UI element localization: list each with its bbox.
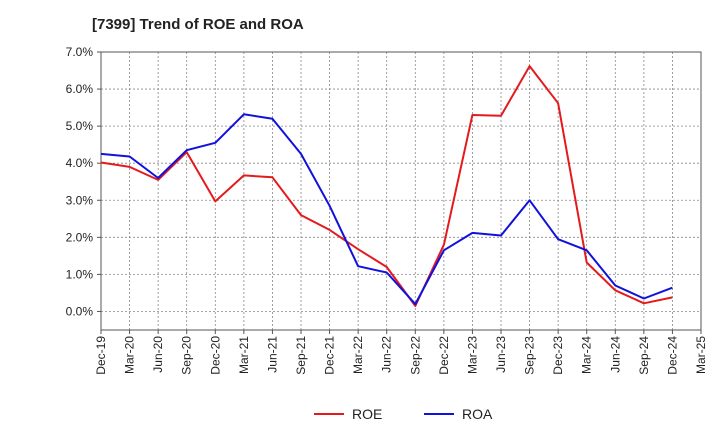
x-tick-label: Sep-21 bbox=[294, 336, 308, 375]
x-tick-label: Mar-24 bbox=[580, 336, 594, 374]
plot-area bbox=[101, 52, 701, 330]
y-tick-label: 2.0% bbox=[66, 230, 94, 244]
x-tick-label: Dec-20 bbox=[208, 336, 222, 375]
legend-label-roe: ROE bbox=[352, 406, 382, 422]
y-tick-label: 7.0% bbox=[66, 45, 94, 59]
x-tick-label: Sep-20 bbox=[180, 336, 194, 375]
series-line-roa bbox=[100, 113, 673, 306]
chart-title: [7399] Trend of ROE and ROA bbox=[92, 16, 304, 33]
x-tick-label: Sep-23 bbox=[523, 336, 537, 375]
series-line-roe bbox=[100, 65, 673, 307]
x-tick-label: Dec-24 bbox=[665, 336, 679, 375]
x-tick-label: Jun-21 bbox=[265, 336, 279, 373]
x-tick-label: Jun-23 bbox=[494, 336, 508, 373]
x-tick-label: Mar-23 bbox=[465, 336, 479, 374]
y-tick-label: 3.0% bbox=[66, 193, 94, 207]
x-tick-label: Sep-24 bbox=[637, 336, 651, 375]
y-tick-label: 6.0% bbox=[66, 82, 94, 96]
x-tick-label: Dec-21 bbox=[323, 336, 337, 375]
x-tick-label: Sep-22 bbox=[408, 336, 422, 375]
plot-frame bbox=[100, 51, 702, 331]
x-tick-label: Dec-19 bbox=[94, 336, 108, 375]
x-tick-label: Jun-20 bbox=[151, 336, 165, 373]
y-tick-label: 4.0% bbox=[66, 156, 94, 170]
y-tick-label: 5.0% bbox=[66, 119, 94, 133]
x-tick-label: Jun-24 bbox=[608, 336, 622, 373]
x-tick-label: Mar-25 bbox=[694, 336, 708, 374]
x-tick-label: Mar-22 bbox=[351, 336, 365, 374]
legend-label-roa: ROA bbox=[462, 406, 493, 422]
x-tick-label: Mar-21 bbox=[237, 336, 251, 374]
x-tick-label: Dec-22 bbox=[437, 336, 451, 375]
x-tick-label: Mar-20 bbox=[123, 336, 137, 374]
y-tick-label: 0.0% bbox=[66, 304, 94, 318]
y-tick-label: 1.0% bbox=[66, 267, 94, 281]
x-tick-label: Jun-22 bbox=[380, 336, 394, 373]
x-tick-label: Dec-23 bbox=[551, 336, 565, 375]
